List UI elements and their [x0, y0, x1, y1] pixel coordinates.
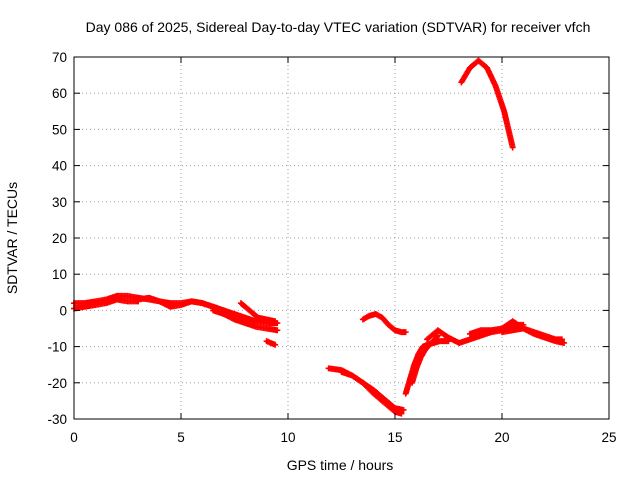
x-tick-label: 15 [387, 430, 402, 445]
y-tick-label: 70 [52, 50, 67, 65]
y-tick-label: 50 [52, 122, 67, 137]
data-point [400, 406, 407, 413]
series-arc-8 [338, 368, 407, 413]
chart-title: Day 086 of 2025, Sidereal Day-to-day VTE… [86, 19, 591, 35]
series-arc-9 [359, 311, 409, 336]
data-point [433, 333, 440, 340]
x-tick-label: 20 [494, 430, 509, 445]
x-tick-label: 25 [601, 430, 616, 445]
x-tick-label: 10 [280, 430, 295, 445]
x-axis-label: GPS time / hours [287, 457, 394, 473]
y-tick-label: 40 [52, 159, 67, 174]
series-arc-11 [409, 332, 441, 386]
data-point [274, 327, 281, 334]
series-arc-14 [499, 325, 568, 346]
y-tick-label: 60 [52, 86, 67, 101]
y-tick-label: 30 [52, 195, 67, 210]
series-arc-4 [210, 307, 281, 334]
data-point [509, 144, 516, 151]
grid-lines [74, 57, 609, 419]
x-tick-label: 0 [70, 430, 78, 445]
data-point [561, 339, 568, 346]
x-axis-ticks: 0 5 10 15 20 25 [70, 57, 617, 445]
data-point [434, 332, 441, 339]
series-arc-6 [263, 338, 279, 348]
x-tick-label: 5 [177, 430, 185, 445]
data-point [272, 341, 279, 348]
y-tick-label: -20 [47, 376, 67, 391]
y-tick-label: 20 [52, 231, 67, 246]
data-points [71, 57, 568, 417]
data-point [402, 329, 409, 336]
y-tick-label: 10 [52, 267, 67, 282]
series-arc-2 [71, 296, 142, 312]
y-axis-label: SDTVAR / TECUs [4, 182, 20, 294]
y-tick-label: -10 [47, 340, 67, 355]
y-tick-label: 0 [59, 303, 67, 318]
y-axis-ticks: -30 -20 -10 0 10 20 30 40 50 60 70 [47, 50, 609, 427]
series-arc-5 [237, 300, 279, 325]
series-arc-15 [458, 57, 516, 151]
data-point [272, 318, 279, 325]
y-tick-label: -30 [47, 412, 67, 427]
